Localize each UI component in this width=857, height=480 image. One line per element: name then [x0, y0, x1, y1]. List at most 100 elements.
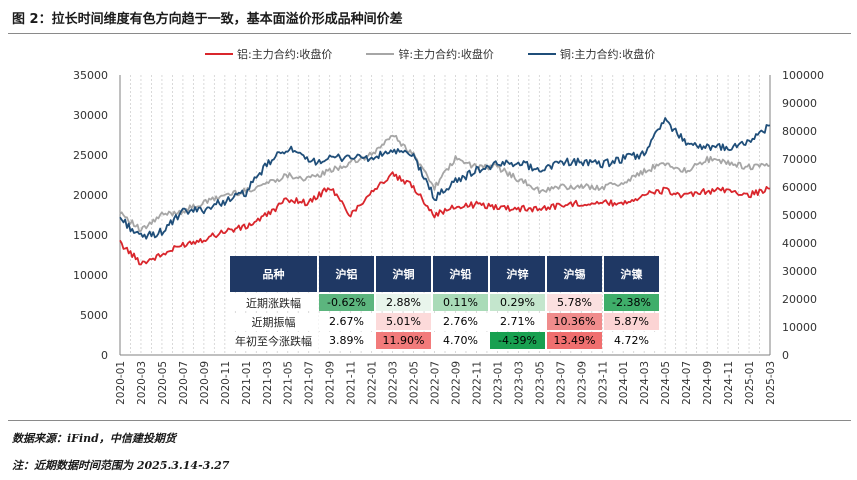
stats-header-row: 品种 沪铝 沪铜 沪铅 沪锌 沪锡 沪镍	[230, 256, 659, 292]
x-tick-label: 2023-11	[597, 361, 609, 405]
x-tick-label: 2025-03	[765, 361, 777, 405]
stats-cell: 4.70%	[433, 332, 488, 349]
y-right-tick-label: 100000	[782, 69, 824, 82]
y-right-tick-label: 50000	[782, 209, 817, 222]
y-right-tick-label: 30000	[782, 265, 817, 278]
series-line-1	[119, 134, 771, 233]
y-left-tick-label: 10000	[73, 269, 108, 282]
stats-cell: -2.38%	[604, 294, 659, 311]
chart-legend: 铝:主力合约:收盘价 锌:主力合约:收盘价 铜:主力合约:收盘价	[205, 46, 655, 62]
stats-row-label: 年初至今涨跌幅	[230, 332, 317, 349]
x-tick-label: 2023-07	[555, 361, 567, 405]
stats-header-cu: 沪铜	[376, 256, 431, 292]
x-tick-label: 2022-01	[367, 361, 379, 405]
stats-cell: 2.76%	[433, 313, 488, 330]
x-tick-label: 2024-09	[702, 361, 714, 405]
x-tick-label: 2024-05	[660, 361, 672, 405]
y-right-tick-label: 60000	[782, 181, 817, 194]
y-left-tick-label: 35000	[73, 69, 108, 82]
stats-header-al: 沪铝	[319, 256, 374, 292]
legend-item-aluminum: 铝:主力合约:收盘价	[205, 46, 332, 62]
y-right-tick-label: 40000	[782, 237, 817, 250]
legend-swatch-copper	[527, 53, 556, 55]
x-tick-label: 2021-11	[346, 361, 358, 405]
stats-cell: 5.87%	[604, 313, 659, 330]
y-right-tick-label: 90000	[782, 97, 817, 110]
stats-header-pb: 沪铅	[433, 256, 488, 292]
x-tick-label: 2021-07	[304, 361, 316, 405]
stats-cell: 4.72%	[604, 332, 659, 349]
x-tick-label: 2022-11	[471, 361, 483, 405]
x-tick-label: 2020-09	[199, 361, 211, 405]
stats-table: 品种 沪铝 沪铜 沪铅 沪锌 沪锡 沪镍 近期涨跌幅 -0.62% 2.88% 0.1…	[228, 254, 661, 351]
y-right-tick-label: 0	[782, 349, 789, 362]
x-tick-label: 2021-01	[241, 361, 253, 405]
y-left-tick-label: 0	[101, 349, 108, 362]
x-tick-label: 2020-11	[220, 361, 232, 405]
series-line-0	[119, 171, 771, 266]
x-tick-label: 2023-05	[534, 361, 546, 405]
stats-header-variety: 品种	[230, 256, 317, 292]
bottom-divider	[8, 420, 851, 421]
stats-cell: 11.90%	[376, 332, 431, 349]
stats-row-label: 近期振幅	[230, 313, 317, 330]
x-tick-label: 2024-03	[639, 361, 651, 405]
stats-cell: 0.11%	[433, 294, 488, 311]
legend-label-zinc: 锌:主力合约:收盘价	[398, 48, 494, 61]
x-tick-label: 2022-09	[450, 361, 462, 405]
stats-cell: 5.01%	[376, 313, 431, 330]
x-tick-label: 2022-03	[388, 361, 400, 405]
y-left-tick-label: 20000	[73, 189, 108, 202]
x-tick-label: 2022-05	[409, 361, 421, 405]
y-right-tick-label: 80000	[782, 125, 817, 138]
price-line-chart: 0 5000 10000 15000 20000 25000 30000 35000 0 1000…	[73, 69, 824, 405]
stats-cell: 13.49%	[547, 332, 602, 349]
stats-cell: 2.67%	[319, 313, 374, 330]
stats-cell: -0.62%	[319, 294, 374, 311]
stats-cell: 2.88%	[376, 294, 431, 311]
x-tick-label: 2020-07	[178, 361, 190, 405]
stats-cell: 5.78%	[547, 294, 602, 311]
y-right-tick-label: 10000	[782, 321, 817, 334]
x-tick-label: 2022-07	[430, 361, 442, 405]
x-tick-label: 2023-03	[513, 361, 525, 405]
x-tick-label: 2021-05	[283, 361, 295, 405]
stats-body: 近期涨跌幅 -0.62% 2.88% 0.11% 0.29% 5.78% -2.38% 近期振…	[230, 294, 659, 349]
legend-label-copper: 铜:主力合约:收盘价	[559, 48, 656, 61]
y-left-tick-label: 25000	[73, 149, 108, 162]
stats-row: 近期振幅 2.67% 5.01% 2.76% 2.71% 10.36% 5.87%	[230, 313, 659, 330]
x-tick-label: 2021-03	[262, 361, 274, 405]
y-left-tick-label: 15000	[73, 229, 108, 242]
x-tick-label: 2020-03	[136, 361, 148, 405]
series-line-2	[119, 117, 771, 240]
figure-title: 图 2：拉长时间维度有色方向趋于一致，基本面溢价形成品种间价差	[12, 12, 403, 27]
stats-header-ni: 沪镍	[604, 256, 659, 292]
stats-header-sn: 沪锡	[547, 256, 602, 292]
x-tick-label: 2020-01	[115, 361, 127, 405]
y-left-tick-label: 5000	[80, 309, 108, 322]
stats-cell: 2.71%	[490, 313, 545, 330]
legend-item-zinc: 锌:主力合约:收盘价	[366, 46, 494, 62]
source-note: 数据来源：iFind，中信建投期货	[12, 432, 176, 445]
stats-cell: 3.89%	[319, 332, 374, 349]
x-tick-label: 2025-01	[744, 361, 756, 405]
date-range-note: 注：近期数据时间范围为 2025.3.14-3.27	[12, 459, 230, 472]
legend-swatch-aluminum	[205, 53, 233, 55]
legend-label-aluminum: 铝:主力合约:收盘价	[237, 48, 333, 61]
y-left-tick-label: 30000	[73, 109, 108, 122]
x-tick-label: 2023-09	[576, 361, 588, 405]
stats-cell: -4.39%	[490, 332, 545, 349]
stats-cell: 10.36%	[547, 313, 602, 330]
title-divider	[8, 33, 851, 34]
x-tick-label: 2024-11	[723, 361, 735, 405]
stats-row: 近期涨跌幅 -0.62% 2.88% 0.11% 0.29% 5.78% -2.38%	[230, 294, 659, 311]
x-tick-label: 2024-01	[618, 361, 630, 405]
stats-row-label: 近期涨跌幅	[230, 294, 317, 311]
stats-header-zn: 沪锌	[490, 256, 545, 292]
y-right-tick-label: 20000	[782, 293, 817, 306]
x-tick-label: 2021-09	[325, 361, 337, 405]
stats-cell: 0.29%	[490, 294, 545, 311]
stats-row: 年初至今涨跌幅 3.89% 11.90% 4.70% -4.39% 13.49% 4.72%	[230, 332, 659, 349]
x-tick-label: 2020-05	[157, 361, 169, 405]
legend-swatch-zinc	[366, 53, 395, 55]
